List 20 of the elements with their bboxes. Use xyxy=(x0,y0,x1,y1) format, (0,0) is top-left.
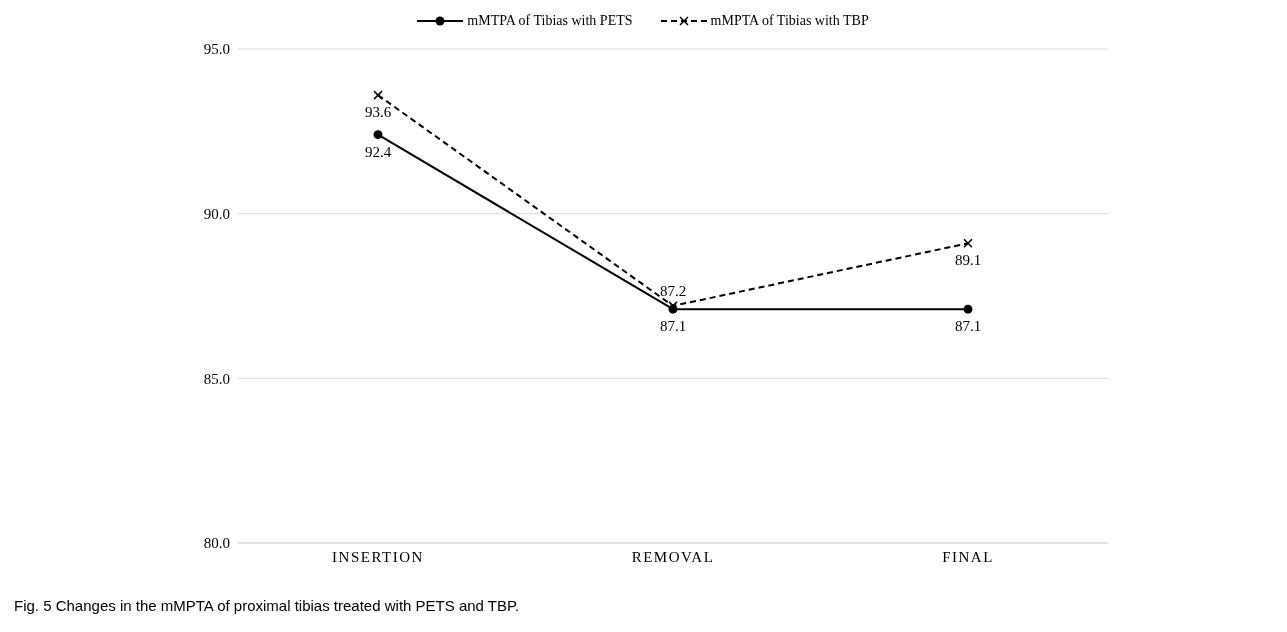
legend-label: mMPTA of Tibias with TBP xyxy=(709,13,869,29)
data-label: 93.6 xyxy=(364,104,392,121)
x-tick-label: FINAL xyxy=(942,548,994,565)
point xyxy=(963,238,973,249)
caption: Fig. 5 Changes in the mMPTA of proximal tibias treated with PETS and TBP. xyxy=(14,597,521,614)
point xyxy=(963,304,973,314)
data-label: 87.2 xyxy=(659,282,687,299)
point xyxy=(373,90,383,100)
legend-label: mMTPA of Tibias with PETS xyxy=(466,13,633,29)
data-label: 87.1 xyxy=(659,318,687,335)
y-tick-label: 95.0 xyxy=(203,41,230,58)
point xyxy=(373,130,383,140)
y-tick-label: 85.0 xyxy=(203,370,230,387)
y-tick-label: 90.0 xyxy=(203,205,230,222)
x-tick-label: INSERTION xyxy=(332,548,424,565)
data-label: 87.1 xyxy=(954,318,982,335)
y-tick-label: 80.0 xyxy=(203,535,230,552)
data-label: 92.4 xyxy=(364,143,392,160)
x-tick-label: REMOVAL xyxy=(631,548,715,565)
data-label: 89.1 xyxy=(954,252,982,269)
